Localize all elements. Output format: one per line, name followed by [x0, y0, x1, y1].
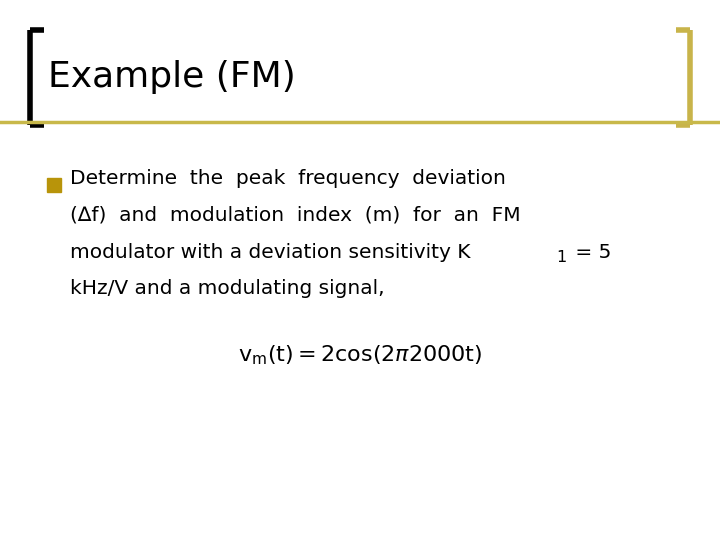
Text: 1: 1 — [556, 251, 566, 266]
Text: kHz/V and a modulating signal,: kHz/V and a modulating signal, — [70, 280, 384, 299]
Text: modulator with a deviation sensitivity K: modulator with a deviation sensitivity K — [70, 242, 470, 261]
Text: = 5: = 5 — [569, 242, 611, 261]
Text: $\mathrm{v}_{\mathrm{m}}(\mathrm{t}) = 2\cos(2\pi 2000\mathrm{t})$: $\mathrm{v}_{\mathrm{m}}(\mathrm{t}) = 2… — [238, 344, 482, 367]
Bar — [47, 178, 61, 192]
Text: (∆f)  and  modulation  index  (m)  for  an  FM: (∆f) and modulation index (m) for an FM — [70, 206, 521, 225]
Text: Determine  the  peak  frequency  deviation: Determine the peak frequency deviation — [70, 168, 506, 187]
Text: Example (FM): Example (FM) — [48, 60, 296, 94]
